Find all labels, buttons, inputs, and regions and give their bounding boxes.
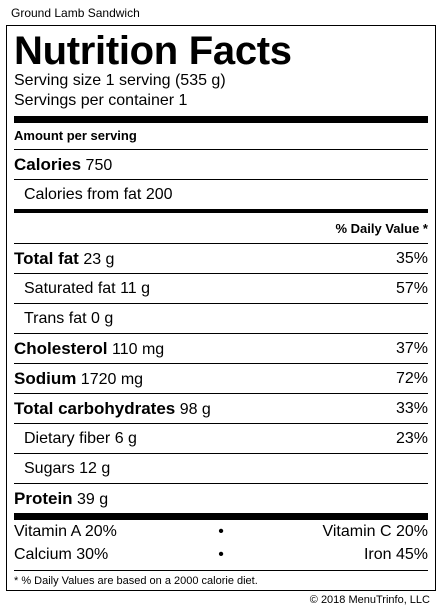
protein-amount: 39 g	[77, 490, 109, 508]
dietary-fiber-label: Dietary fiber 6 g	[24, 429, 137, 447]
label-title: Nutrition Facts	[14, 29, 292, 73]
divider	[14, 423, 428, 424]
vitamin-c: Vitamin C 20%	[322, 522, 428, 540]
saturated-fat-label: Saturated fat 11 g	[24, 279, 151, 297]
nutrient-row-total-carbohydrates: Total carbohydrates 98 g 33%	[14, 394, 428, 423]
serving-size: Serving size 1 serving (535 g)	[14, 72, 226, 89]
item-name: Ground Lamb Sandwich	[11, 6, 140, 20]
nutrient-row-trans-fat: Trans fat 0 g	[14, 304, 428, 333]
total-carbohydrates-dv: 33%	[395, 399, 428, 417]
nutrient-row-cholesterol: Cholesterol 110 mg 37%	[14, 334, 428, 363]
sodium-label: Sodium	[14, 368, 77, 388]
medium-divider	[14, 209, 428, 213]
total-fat-label: Total fat	[14, 248, 79, 268]
divider	[14, 393, 428, 394]
daily-value-header-row: % Daily Value *	[14, 213, 429, 243]
copyright: © 2018 MenuTrinfo, LLC	[309, 594, 430, 606]
calcium: Calcium 30%	[14, 545, 109, 563]
divider	[14, 363, 428, 364]
calories-from-fat: Calories from fat 200	[24, 185, 173, 203]
nutrient-row-total-fat: Total fat 23 g 35%	[14, 244, 428, 273]
sugars-label: Sugars 12 g	[24, 459, 111, 477]
daily-values-footnote: * % Daily Values are based on a 2000 cal…	[14, 575, 258, 587]
divider	[14, 179, 428, 180]
divider	[14, 273, 428, 274]
divider	[14, 570, 428, 571]
nutrient-row-sodium: Sodium 1720 mg 72%	[14, 364, 428, 393]
total-fat-dv: 35%	[395, 249, 428, 267]
sodium-dv: 72%	[395, 369, 428, 387]
divider	[14, 303, 428, 304]
calories-row: Calories 750	[14, 150, 428, 179]
bullet-separator: •	[218, 545, 224, 563]
thick-divider	[14, 116, 428, 123]
total-carbohydrates-amount: 98 g	[179, 400, 211, 418]
vitamin-a: Vitamin A 20%	[14, 522, 117, 540]
bullet-separator: •	[218, 522, 224, 540]
calories-label: Calories	[14, 154, 82, 174]
divider	[14, 149, 428, 150]
sodium-amount: 1720 mg	[80, 370, 144, 388]
amount-per-serving: Amount per serving	[14, 128, 137, 143]
nutrient-row-dietary-fiber: Dietary fiber 6 g 23%	[14, 424, 428, 453]
divider	[14, 453, 428, 454]
cholesterol-amount: 110 mg	[111, 340, 165, 358]
thick-divider	[14, 513, 428, 520]
divider	[14, 243, 428, 244]
total-fat-amount: 23 g	[83, 250, 115, 268]
calories-from-fat-row: Calories from fat 200	[14, 180, 428, 209]
trans-fat-label: Trans fat 0 g	[24, 309, 114, 327]
cholesterol-dv: 37%	[395, 339, 428, 357]
total-carbohydrates-label: Total carbohydrates	[14, 398, 176, 418]
iron: Iron 45%	[363, 545, 428, 563]
saturated-fat-dv: 57%	[395, 279, 428, 297]
divider	[14, 333, 428, 334]
nutrient-row-protein: Protein 39 g	[14, 484, 428, 513]
calories-value: 750	[85, 156, 113, 174]
cholesterol-label: Cholesterol	[14, 338, 108, 358]
nutrient-row-sugars: Sugars 12 g	[14, 454, 428, 483]
dietary-fiber-dv: 23%	[395, 429, 428, 447]
nutrient-row-saturated-fat: Saturated fat 11 g 57%	[14, 274, 428, 303]
vitamin-row: Calcium 30% • Iron 45%	[14, 543, 428, 566]
vitamin-row: Vitamin A 20% • Vitamin C 20%	[14, 520, 428, 543]
daily-value-header: % Daily Value *	[335, 220, 429, 236]
servings-per-container: Servings per container 1	[14, 92, 188, 109]
divider	[14, 483, 428, 484]
nutrition-label: Nutrition Facts Serving size 1 serving (…	[6, 25, 436, 591]
protein-label: Protein	[14, 488, 73, 508]
